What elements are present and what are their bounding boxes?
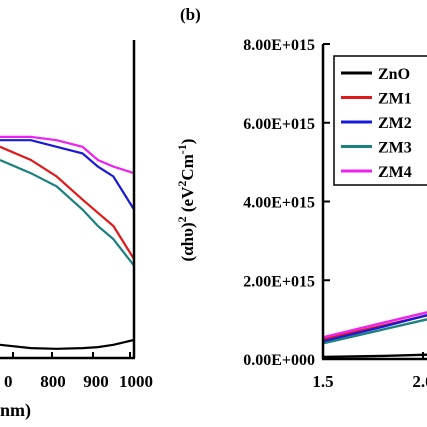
panel-a-series-zm2 [0,139,135,211]
panel-a-x-axis-label: nm) [0,400,31,421]
panel-a-series-zm4 [0,135,135,175]
panel-b-y-tick-label: 4.00E+015 [243,195,315,212]
legend: ZnO ZM1 ZM2 ZM3 ZM4 [333,55,427,186]
panel-a-series-zm1 [0,145,135,260]
panel-b-series-zm2 [323,313,427,343]
panel-b-series-zm3 [323,318,427,345]
legend-label-zm3: ZM3 [378,140,412,157]
panel-b-y-tick-label: 8.00E+015 [243,37,315,54]
panel-a-series-zno [0,338,135,350]
legend-label-zm2: ZM2 [378,115,412,132]
legend-label-zm1: ZM1 [378,91,412,108]
legend-label-zno: ZnO [378,66,410,83]
panel-a-x-tick-label: 900 [83,372,109,391]
panel-b-x-tick-label: 1.5 [312,372,333,391]
panel-b: (b) 0.00E+000 2.00E+015 4.00E+015 6.00E+015… [175,5,427,391]
legend-label-zm4: ZM4 [378,164,412,181]
panel-b-y-axis-label: (αhυ)2 (eV2Cm-1) [175,139,197,262]
panel-a-x-tick-label: 1000 [119,372,153,391]
panel-b-series-zm4 [323,311,427,339]
panel-b-y-tick-label: 0.00E+000 [243,352,315,369]
panel-a-x-tick-label: 0 [4,372,13,391]
panel-a-series-zm3 [0,158,135,267]
panel-b-y-tick-label: 2.00E+015 [243,273,315,290]
panel-a-x-tick-label: 800 [40,372,66,391]
panel-label: (b) [180,5,201,24]
panel-a: 0 800 900 1000 nm) [0,40,153,421]
panel-b-x-tick-label: 2.0 [412,372,427,391]
panel-b-series-zno [323,353,427,359]
panel-b-y-tick-label: 6.00E+015 [243,116,315,133]
